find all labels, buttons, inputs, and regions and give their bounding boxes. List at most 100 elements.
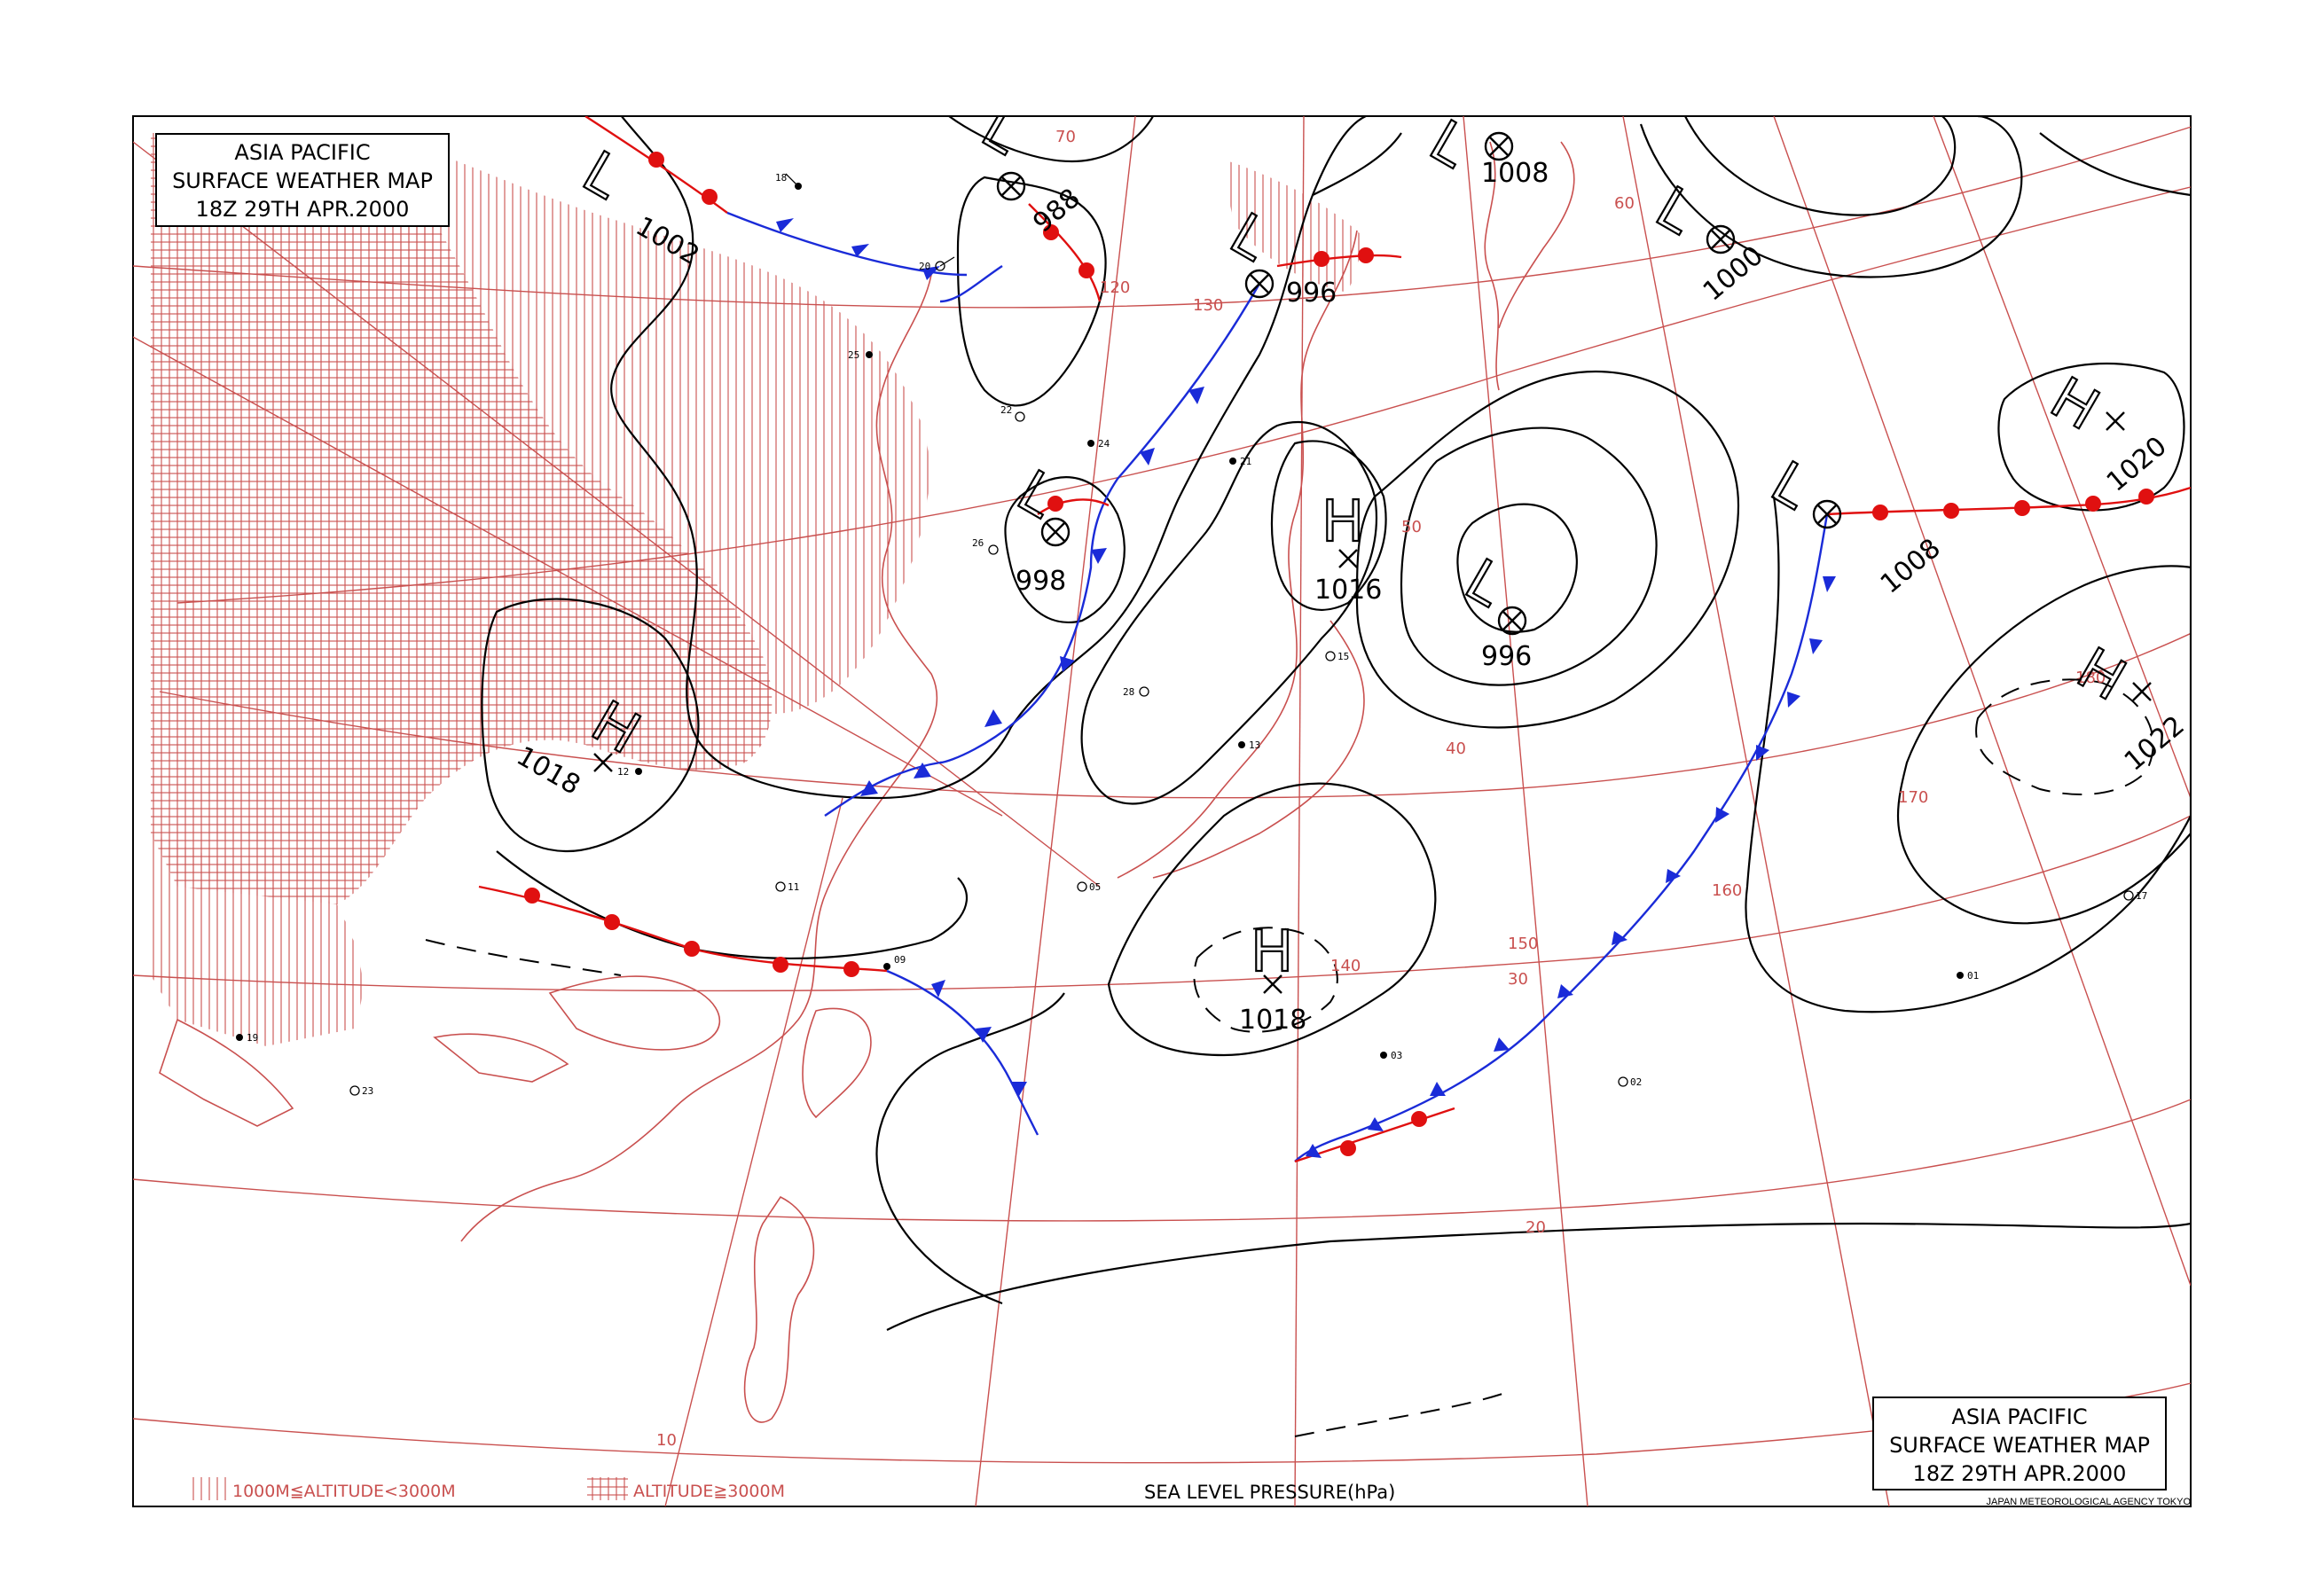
svg-text:09: 09 bbox=[894, 954, 906, 966]
lat-60-label: 60 bbox=[1614, 194, 1635, 213]
station-plot: 15 bbox=[1325, 651, 1349, 662]
svg-text:H: H bbox=[1251, 919, 1293, 985]
svg-text:24: 24 bbox=[1098, 438, 1110, 450]
cold-front-central bbox=[939, 283, 1261, 764]
svg-text:L: L bbox=[572, 139, 632, 212]
svg-text:02: 02 bbox=[1630, 1076, 1642, 1088]
svg-text:1020: 1020 bbox=[2101, 431, 2173, 498]
lat-70-label: 70 bbox=[1055, 128, 1076, 146]
station-plot: 23 bbox=[349, 1085, 373, 1097]
svg-text:12: 12 bbox=[617, 766, 629, 778]
svg-text:26: 26 bbox=[972, 537, 984, 549]
lon-150-label: 150 bbox=[1508, 935, 1538, 953]
lat-10-label: 10 bbox=[656, 1431, 677, 1450]
svg-text:18: 18 bbox=[775, 172, 787, 184]
low-pressure-center: L 996 bbox=[1454, 546, 1533, 672]
svg-text:21: 21 bbox=[1240, 456, 1251, 467]
graticule-labels: 40 30 20 10 50 60 70 120 130 140 150 160… bbox=[656, 128, 2106, 1450]
svg-text:L: L bbox=[971, 95, 1031, 168]
station-plot: 22 bbox=[1000, 404, 1025, 422]
svg-text:H: H bbox=[1322, 489, 1364, 555]
cold-front-east bbox=[1294, 513, 1829, 1162]
high-pressure-center: H 1020 bbox=[2039, 364, 2173, 498]
svg-text:23: 23 bbox=[362, 1085, 373, 1097]
lon-120-label: 120 bbox=[1100, 278, 1130, 297]
title-line-2: SURFACE WEATHER MAP bbox=[172, 168, 433, 193]
station-plot: 21 bbox=[1229, 456, 1251, 467]
high-pressure-center: H 1016 bbox=[1314, 489, 1382, 606]
svg-text:01: 01 bbox=[1967, 970, 1979, 982]
low-pressure-center: L 1008 bbox=[1760, 449, 1947, 600]
svg-text:1000: 1000 bbox=[1698, 240, 1769, 308]
agency-credit: JAPAN METEOROLOGICAL AGENCY TOKYO bbox=[1987, 1497, 2192, 1507]
title-line-3: 18Z 29TH APR.2000 bbox=[196, 197, 410, 222]
station-plot: 26 bbox=[972, 537, 999, 555]
svg-text:1018: 1018 bbox=[1239, 1005, 1306, 1036]
svg-text:17: 17 bbox=[2136, 890, 2147, 902]
cold-front-north bbox=[726, 211, 968, 277]
terrain-high-legend: ALTITUDE≧3000M bbox=[633, 1482, 785, 1501]
isobars bbox=[425, 116, 2191, 1437]
title-box-top: ASIA PACIFIC SURFACE WEATHER MAP 18Z 29T… bbox=[155, 133, 450, 227]
terrain-low-area bbox=[381, 133, 929, 715]
lon-130-label: 130 bbox=[1193, 296, 1223, 315]
fronts bbox=[478, 116, 2191, 1163]
station-plot: 13 bbox=[1238, 739, 1260, 751]
station-plot: 28 bbox=[1123, 686, 1149, 698]
station-plot: 17 bbox=[2123, 890, 2147, 902]
station-plot: 09 bbox=[883, 954, 906, 970]
title-box-bottom: ASIA PACIFIC SURFACE WEATHER MAP 18Z 29T… bbox=[1872, 1396, 2167, 1490]
lat-50-label: 50 bbox=[1401, 518, 1422, 536]
terrain-high-swatch bbox=[587, 1477, 628, 1500]
station-plot: 24 bbox=[1087, 438, 1110, 450]
station-plot: 03 bbox=[1380, 1050, 1402, 1061]
high-pressure-center: H 1018 bbox=[1239, 919, 1306, 1036]
title-line-2-bottom: SURFACE WEATHER MAP bbox=[1889, 1433, 2150, 1458]
lon-180-label: 180 bbox=[2075, 669, 2106, 687]
lat-20-label: 20 bbox=[1526, 1218, 1546, 1237]
high-pressure-center: H 1022 bbox=[2066, 635, 2191, 778]
station-plots: 18 20 25 22 24 26 21 28 13 15 12 11 09 0… bbox=[236, 172, 2147, 1097]
low-pressure-center: L 998 bbox=[1006, 458, 1071, 597]
lat-30-label: 30 bbox=[1508, 970, 1528, 989]
svg-text:28: 28 bbox=[1123, 686, 1134, 698]
lon-170-label: 170 bbox=[1898, 788, 1928, 807]
svg-text:19: 19 bbox=[247, 1032, 258, 1044]
svg-text:1008: 1008 bbox=[1481, 158, 1549, 189]
station-plot: 01 bbox=[1957, 970, 1979, 982]
title-line-1: ASIA PACIFIC bbox=[234, 140, 370, 165]
terrain-shading bbox=[151, 133, 1366, 1046]
station-plot: 18 bbox=[775, 172, 802, 190]
low-pressure-center: L 1008 bbox=[1418, 116, 1549, 189]
svg-text:H: H bbox=[2067, 636, 2137, 714]
terrain-low-legend: 1000M≦ALTITUDE<3000M bbox=[232, 1482, 456, 1501]
svg-text:15: 15 bbox=[1337, 651, 1349, 662]
station-plot: 12 bbox=[617, 766, 642, 778]
lon-140-label: 140 bbox=[1330, 957, 1361, 975]
svg-text:1016: 1016 bbox=[1314, 575, 1382, 606]
terrain-low-area-south bbox=[151, 833, 363, 1046]
lat-40-label: 40 bbox=[1446, 739, 1466, 758]
svg-text:996: 996 bbox=[1286, 278, 1337, 309]
svg-text:25: 25 bbox=[848, 349, 859, 361]
warm-front-east bbox=[1826, 486, 2191, 516]
svg-text:20: 20 bbox=[919, 261, 930, 272]
svg-text:11: 11 bbox=[788, 881, 799, 893]
svg-text:13: 13 bbox=[1249, 739, 1260, 751]
svg-text:1018: 1018 bbox=[511, 740, 585, 801]
svg-text:1008: 1008 bbox=[1875, 533, 1947, 600]
svg-text:L: L bbox=[1761, 450, 1821, 522]
svg-text:998: 998 bbox=[1016, 566, 1066, 597]
title-line-1-bottom: ASIA PACIFIC bbox=[1951, 1404, 2087, 1429]
station-plot: 02 bbox=[1618, 1076, 1642, 1088]
station-plot: 11 bbox=[775, 881, 799, 893]
station-plot: 05 bbox=[1077, 881, 1101, 893]
isobar-legend: SEA LEVEL PRESSURE(hPa) bbox=[1144, 1482, 1395, 1503]
svg-text:03: 03 bbox=[1391, 1050, 1402, 1061]
title-line-3-bottom: 18Z 29TH APR.2000 bbox=[1913, 1461, 2127, 1486]
terrain-low-swatch bbox=[191, 1477, 226, 1500]
coastlines bbox=[159, 141, 1575, 1423]
svg-text:05: 05 bbox=[1089, 881, 1101, 893]
station-plot: 19 bbox=[236, 1032, 258, 1044]
